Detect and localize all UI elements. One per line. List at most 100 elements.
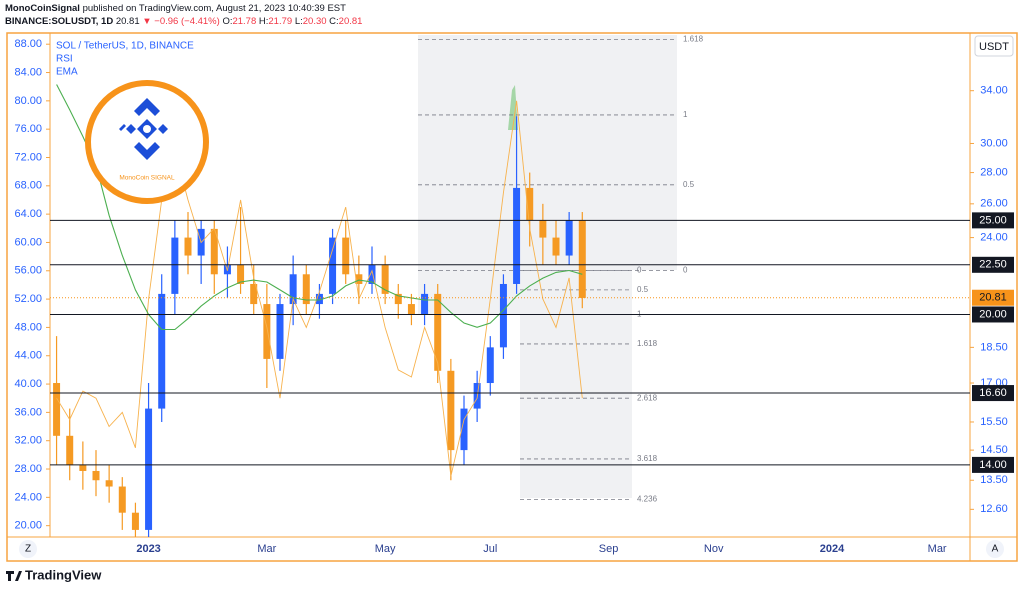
candle — [263, 283, 271, 389]
footer-logo — [6, 571, 22, 581]
y2-tick-label: 28.00 — [14, 463, 42, 475]
legend-entry: RSI — [56, 54, 73, 65]
candle — [118, 477, 126, 530]
zoom-button[interactable] — [19, 540, 37, 558]
fib-zone — [418, 35, 677, 270]
candle — [552, 220, 560, 265]
candle-body — [486, 347, 494, 384]
level-label: 20.00 — [979, 308, 1007, 320]
chart-frame — [6, 32, 1018, 562]
fib-label: 0.5 — [637, 285, 649, 294]
candle-body — [355, 274, 363, 284]
ohlc-value: 20.81 — [338, 16, 363, 27]
candle-body — [526, 187, 534, 221]
author: MonoCoinSignal — [5, 3, 80, 14]
candle — [158, 274, 166, 422]
fib-label: 3.618 — [637, 454, 658, 463]
fib-label: 0 — [637, 266, 642, 275]
fib-label: 1 — [683, 110, 688, 119]
x-tick-label: 2023 — [136, 543, 160, 555]
candle — [421, 283, 429, 326]
legend-entry: SOL / TetherUS, 1D, BINANCE — [56, 41, 194, 52]
fib-label: 4.236 — [637, 495, 658, 504]
candle — [539, 203, 547, 265]
candle-body — [565, 220, 573, 256]
x-tick-label: Nov — [704, 543, 724, 555]
candle — [302, 264, 310, 315]
auto-button[interactable] — [986, 540, 1004, 558]
candle-body — [513, 187, 521, 284]
candle-body — [499, 283, 507, 348]
level-label-bg — [972, 456, 1014, 473]
candle — [434, 283, 442, 384]
candle-body — [53, 383, 61, 436]
last-price-label: 20.81 — [979, 292, 1007, 304]
x-tick-label: Sep — [599, 543, 619, 555]
fib-zone — [520, 270, 632, 498]
candle — [276, 293, 284, 371]
level-label-bg — [972, 385, 1014, 402]
ohlc-label: O: — [222, 16, 233, 27]
x-tick-label: 2024 — [820, 543, 845, 555]
candle-body — [329, 237, 337, 294]
y-tick-label: 34.00 — [980, 85, 1008, 97]
currency-button[interactable] — [974, 35, 1014, 57]
candle-body — [368, 264, 376, 284]
candle — [79, 441, 87, 490]
candle-body — [434, 293, 442, 371]
published: published on TradingView.com, August 21,… — [82, 3, 346, 14]
ohlc-label: H: — [258, 16, 269, 27]
candle-body — [460, 408, 468, 451]
footer-text: TradingView — [25, 567, 102, 582]
candle — [460, 395, 468, 465]
level-label: 25.00 — [979, 214, 1007, 226]
currency[interactable]: USDT — [979, 41, 1009, 53]
candle-body — [105, 480, 113, 487]
header-line: MonoCoinSignal published on TradingView.… — [5, 3, 346, 14]
candle — [197, 220, 205, 284]
candle — [578, 212, 586, 309]
series-line — [56, 100, 583, 477]
fib-label: 1.618 — [683, 34, 704, 43]
y2-tick-label: 24.00 — [14, 491, 42, 503]
candle — [381, 255, 389, 305]
auto-button-label[interactable]: A — [992, 544, 999, 555]
plot: 88.00 84.00 80.00 76.00 72.00 68.00 64.00 60.00… — [14, 34, 1014, 555]
candle — [315, 283, 323, 319]
y2-tick-label: 84.00 — [14, 66, 42, 78]
logo: MonoCoin SIGNAL — [85, 80, 209, 204]
candle — [105, 464, 113, 503]
candle — [131, 502, 139, 537]
candle — [171, 220, 179, 315]
y-tick-label: 26.00 — [980, 198, 1008, 210]
candle-body — [447, 370, 455, 451]
candle — [394, 283, 402, 319]
candle-body — [421, 293, 429, 315]
candle-body — [79, 464, 87, 471]
candle — [513, 116, 521, 294]
candle-body — [145, 408, 153, 530]
fib-label: 1.618 — [637, 339, 658, 348]
candle-body — [237, 264, 245, 284]
change: ▼ −0.96 (−4.41%) — [142, 16, 220, 27]
candle-body — [184, 237, 192, 256]
y2-tick-label: 56.00 — [14, 265, 42, 277]
candle-body — [289, 274, 297, 305]
y-tick-label: 28.00 — [980, 166, 1008, 178]
y2-tick-label: 76.00 — [14, 123, 42, 135]
y-tick-label: 13.50 — [980, 474, 1008, 486]
y2-tick-label: 44.00 — [14, 350, 42, 362]
y2-tick-label: 64.00 — [14, 208, 42, 220]
x-tick-label: Mar — [928, 543, 947, 555]
candle-body — [381, 264, 389, 294]
x-tick-label: May — [375, 543, 396, 555]
candle — [526, 172, 534, 247]
y2-tick-label: 72.00 — [14, 151, 42, 163]
candle-body — [158, 293, 166, 409]
last-price-bg — [972, 289, 1014, 306]
zoom-button-label[interactable]: Z — [25, 544, 31, 555]
candle — [210, 220, 218, 294]
candle — [223, 246, 231, 298]
ohlc-value: 21.78 — [232, 16, 257, 27]
candle — [53, 336, 61, 465]
